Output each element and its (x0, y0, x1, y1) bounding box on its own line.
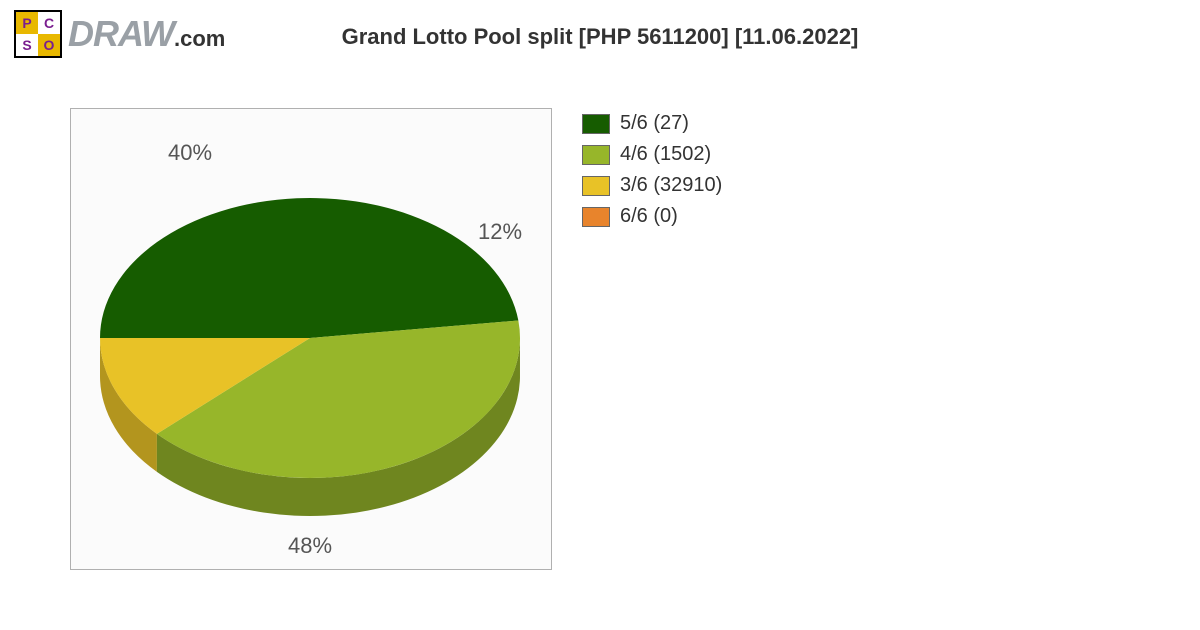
legend-label: 3/6 (32910) (620, 174, 722, 197)
legend-swatch (582, 176, 610, 196)
pie-slice-label: 40% (168, 140, 212, 165)
page: P C S O DRAW .com Grand Lotto Pool split… (0, 0, 1200, 630)
legend-item: 3/6 (32910) (582, 174, 722, 197)
legend-swatch (582, 145, 610, 165)
legend-swatch (582, 207, 610, 227)
legend-item: 5/6 (27) (582, 112, 722, 135)
pie-slice (100, 198, 518, 338)
pie-chart: 48% 40% 12% (70, 108, 550, 568)
chart-title: Grand Lotto Pool split [PHP 5611200] [11… (0, 24, 1200, 50)
legend-item: 6/6 (0) (582, 205, 722, 228)
legend-label: 5/6 (27) (620, 112, 689, 135)
legend-label: 4/6 (1502) (620, 143, 711, 166)
legend-swatch (582, 114, 610, 134)
legend: 5/6 (27) 4/6 (1502) 3/6 (32910) 6/6 (0) (582, 112, 722, 236)
legend-item: 4/6 (1502) (582, 143, 722, 166)
pie-slice-label: 12% (478, 219, 522, 244)
pie-slice-label: 48% (288, 533, 332, 558)
legend-label: 6/6 (0) (620, 205, 678, 228)
